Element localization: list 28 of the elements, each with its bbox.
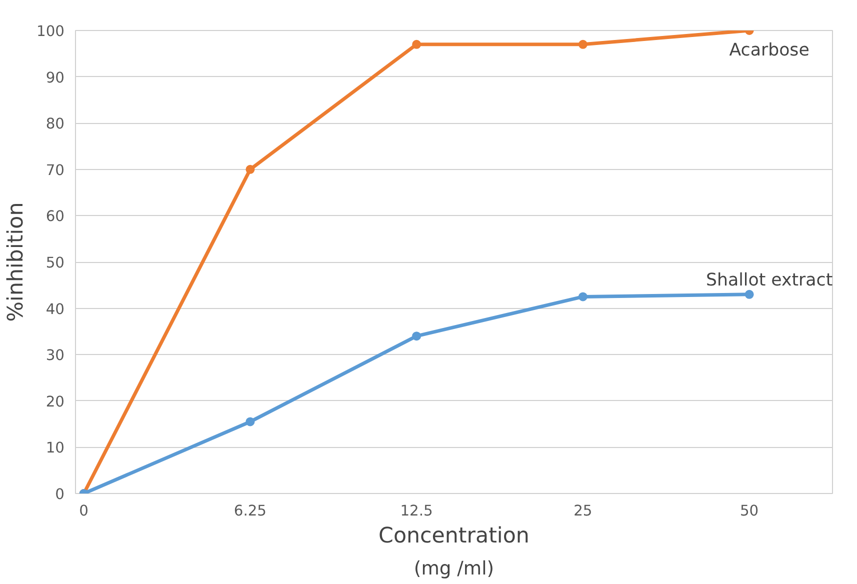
point xyxy=(578,40,588,49)
point xyxy=(412,40,422,49)
point xyxy=(744,290,754,299)
text: (mg /ml) xyxy=(414,558,494,580)
series-label: Shallot extract xyxy=(706,270,833,290)
y-tick-label: 90 xyxy=(46,69,65,86)
y-tick-label: 50 xyxy=(46,254,65,272)
point xyxy=(246,417,255,426)
y-tick-label: 100 xyxy=(36,23,65,40)
y-tick-label: 70 xyxy=(46,162,65,179)
x-tick-label: 25 xyxy=(574,502,592,520)
point xyxy=(578,292,588,302)
point xyxy=(246,164,255,174)
y-tick-label: 10 xyxy=(46,440,65,457)
series-label: Acarbose xyxy=(729,40,810,60)
x-tick-label: 50 xyxy=(740,502,759,520)
y-tick-label: 20 xyxy=(46,393,65,410)
point xyxy=(412,332,422,341)
x-tick-label: 0 xyxy=(79,502,88,520)
x-axis-title: Concentration xyxy=(378,524,530,548)
y-tick-label: 30 xyxy=(46,347,65,364)
y-axis-title: %inhibition xyxy=(4,202,29,322)
y-tick-label: 40 xyxy=(46,300,65,318)
x-tick-label: 6.25 xyxy=(234,502,267,520)
y-tick-label: 80 xyxy=(46,116,65,133)
y-tick-label: 60 xyxy=(46,208,65,226)
x-tick-label: 12.5 xyxy=(400,502,433,520)
y-tick-label: 0 xyxy=(55,486,65,503)
